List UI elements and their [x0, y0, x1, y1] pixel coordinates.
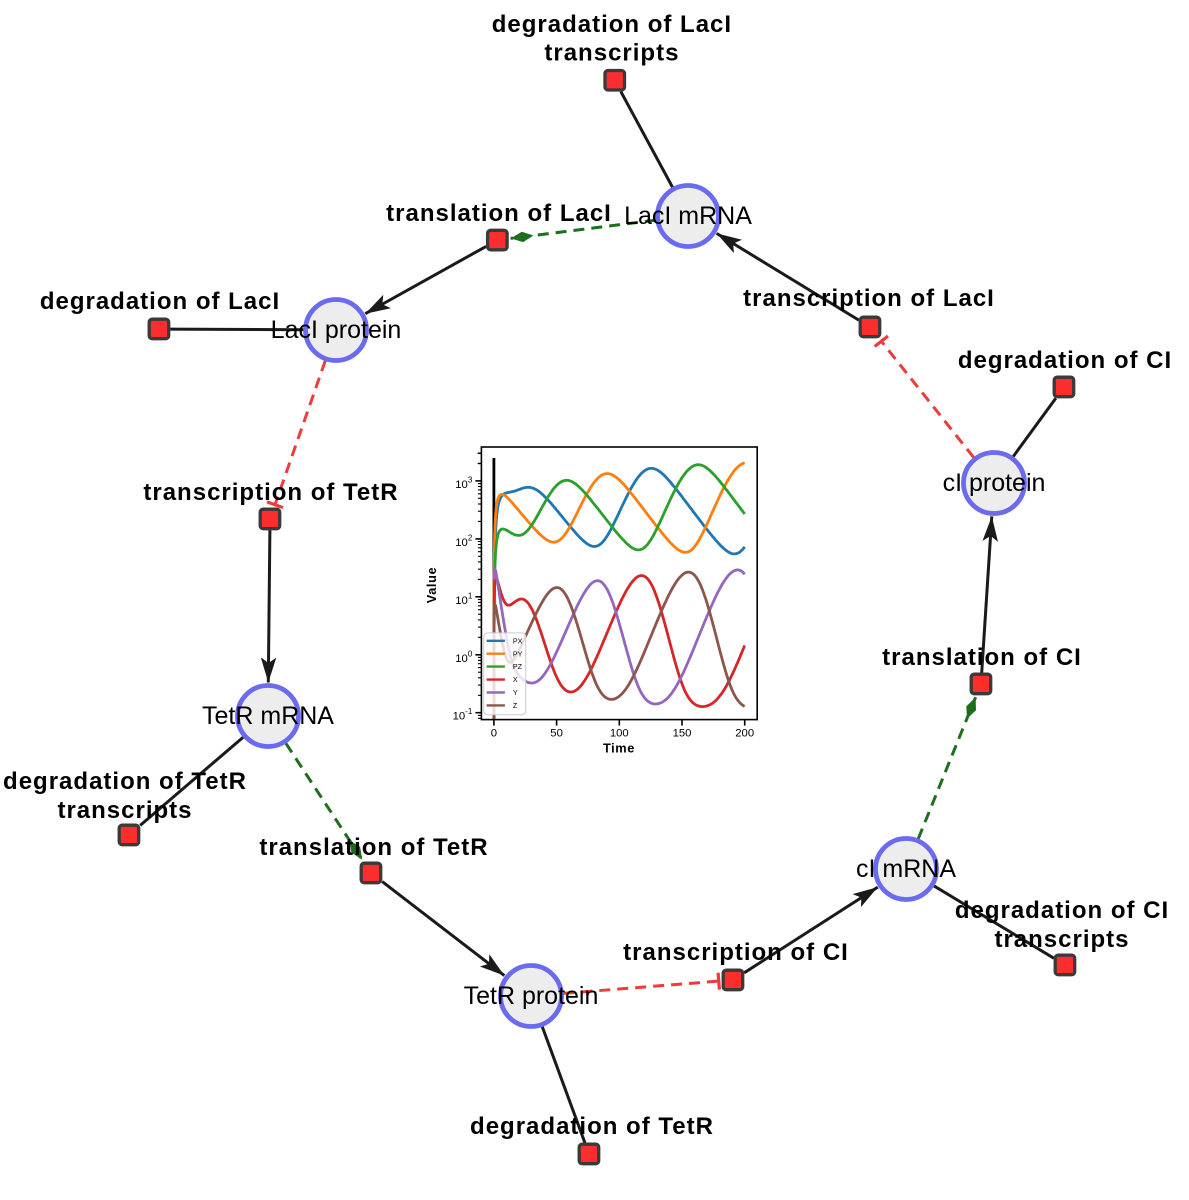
svg-text:translation of TetR: translation of TetR: [259, 834, 488, 861]
svg-text:PY: PY: [513, 649, 523, 658]
svg-text:TetR mRNA: TetR mRNA: [202, 702, 334, 730]
svg-text:degradation of TetR: degradation of TetR: [3, 768, 247, 795]
svg-text:PX: PX: [513, 636, 523, 645]
svg-text:Time: Time: [603, 741, 635, 756]
svg-text:100: 100: [610, 727, 629, 739]
svg-text:0: 0: [491, 727, 497, 739]
svg-text:X: X: [513, 675, 518, 684]
svg-text:103: 103: [455, 475, 473, 491]
svg-text:degradation of LacI: degradation of LacI: [40, 288, 280, 315]
svg-text:cI protein: cI protein: [943, 469, 1046, 497]
svg-text:10-1: 10-1: [453, 707, 473, 723]
svg-text:degradation of LacI: degradation of LacI: [492, 11, 732, 38]
svg-text:50: 50: [550, 727, 563, 739]
svg-text:cI mRNA: cI mRNA: [856, 855, 956, 883]
svg-text:102: 102: [455, 533, 473, 549]
svg-text:LacI protein: LacI protein: [271, 316, 402, 344]
svg-text:TetR protein: TetR protein: [464, 982, 599, 1010]
svg-text:Z: Z: [513, 701, 518, 710]
svg-text:transcription of CI: transcription of CI: [623, 939, 849, 966]
svg-text:transcripts: transcripts: [57, 797, 192, 824]
svg-text:translation of CI: translation of CI: [882, 644, 1082, 671]
svg-text:transcription of LacI: transcription of LacI: [743, 285, 995, 312]
svg-text:PZ: PZ: [513, 662, 523, 671]
svg-text:100: 100: [455, 649, 473, 665]
svg-text:LacI mRNA: LacI mRNA: [624, 202, 752, 230]
svg-text:degradation of TetR: degradation of TetR: [470, 1113, 714, 1140]
svg-text:Y: Y: [513, 688, 518, 697]
svg-text:transcripts: transcripts: [544, 40, 679, 67]
svg-text:degradation of CI: degradation of CI: [958, 347, 1172, 374]
svg-text:101: 101: [455, 591, 473, 607]
svg-text:transcripts: transcripts: [994, 926, 1129, 953]
svg-text:200: 200: [735, 727, 754, 739]
svg-text:transcription of TetR: transcription of TetR: [143, 479, 398, 506]
svg-text:translation of LacI: translation of LacI: [386, 200, 612, 227]
svg-text:degradation of CI: degradation of CI: [955, 897, 1169, 924]
svg-text:150: 150: [673, 727, 692, 739]
svg-text:Value: Value: [424, 567, 439, 603]
